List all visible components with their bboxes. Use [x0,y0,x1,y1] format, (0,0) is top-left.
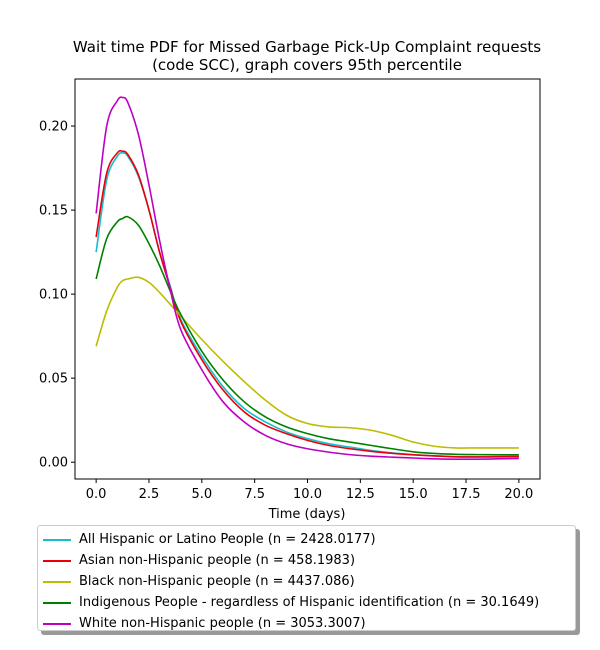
legend-label: Indigenous People - regardless of Hispan… [79,595,540,610]
legend-swatch [43,601,71,604]
x-tick-label: 0.0 [86,487,107,502]
legend: All Hispanic or Latino People (n = 2428.… [37,525,576,631]
y-tick-label: 0.00 [39,456,68,471]
legend-label: White non-Hispanic people (n = 3053.3007… [79,616,366,631]
x-tick-label: 2.5 [139,487,160,502]
legend-item: Asian non-Hispanic people (n = 458.1983) [38,550,575,571]
y-axis: 0.00 0.05 0.10 0.15 0.20 [39,120,75,471]
x-tick-label: 5.0 [191,487,212,502]
legend-item: Black non-Hispanic people (n = 4437.086) [38,571,575,592]
y-tick-label: 0.10 [39,288,68,303]
x-tick-label: 17.5 [452,487,481,502]
series-line [95,152,519,458]
series-line [95,215,519,456]
plot-lines [95,96,519,461]
y-tick-label: 0.20 [39,120,68,135]
legend-swatch [43,559,71,562]
legend-item: All Hispanic or Latino People (n = 2428.… [38,529,575,550]
y-tick-label: 0.05 [39,372,68,387]
x-tick-label: 7.5 [244,487,265,502]
x-tick-label: 15.0 [399,487,428,502]
legend-swatch [43,538,71,541]
chart-title: Wait time PDF for Missed Garbage Pick-Up… [73,38,541,56]
x-tick-label: 10.0 [293,487,322,502]
legend-item: White non-Hispanic people (n = 3053.3007… [38,613,575,634]
legend-swatch [43,580,71,583]
series-line [95,96,519,461]
x-tick-label: 20.0 [504,487,533,502]
legend-label: All Hispanic or Latino People (n = 2428.… [79,532,376,547]
y-tick-label: 0.15 [39,204,68,219]
x-tick-label: 12.5 [346,487,375,502]
legend-swatch [43,622,71,625]
series-line [95,276,519,449]
x-axis: 0.0 2.5 5.0 7.5 10.0 12.5 15.0 17.5 20.0 [86,479,533,502]
legend-label: Asian non-Hispanic people (n = 458.1983) [79,553,356,568]
chart-subtitle: (code SCC), graph covers 95th percentile [152,56,462,74]
series-line [95,149,519,458]
legend-item: Indigenous People - regardless of Hispan… [38,592,575,613]
legend-label: Black non-Hispanic people (n = 4437.086) [79,574,355,589]
x-axis-label: Time (days) [268,507,346,522]
